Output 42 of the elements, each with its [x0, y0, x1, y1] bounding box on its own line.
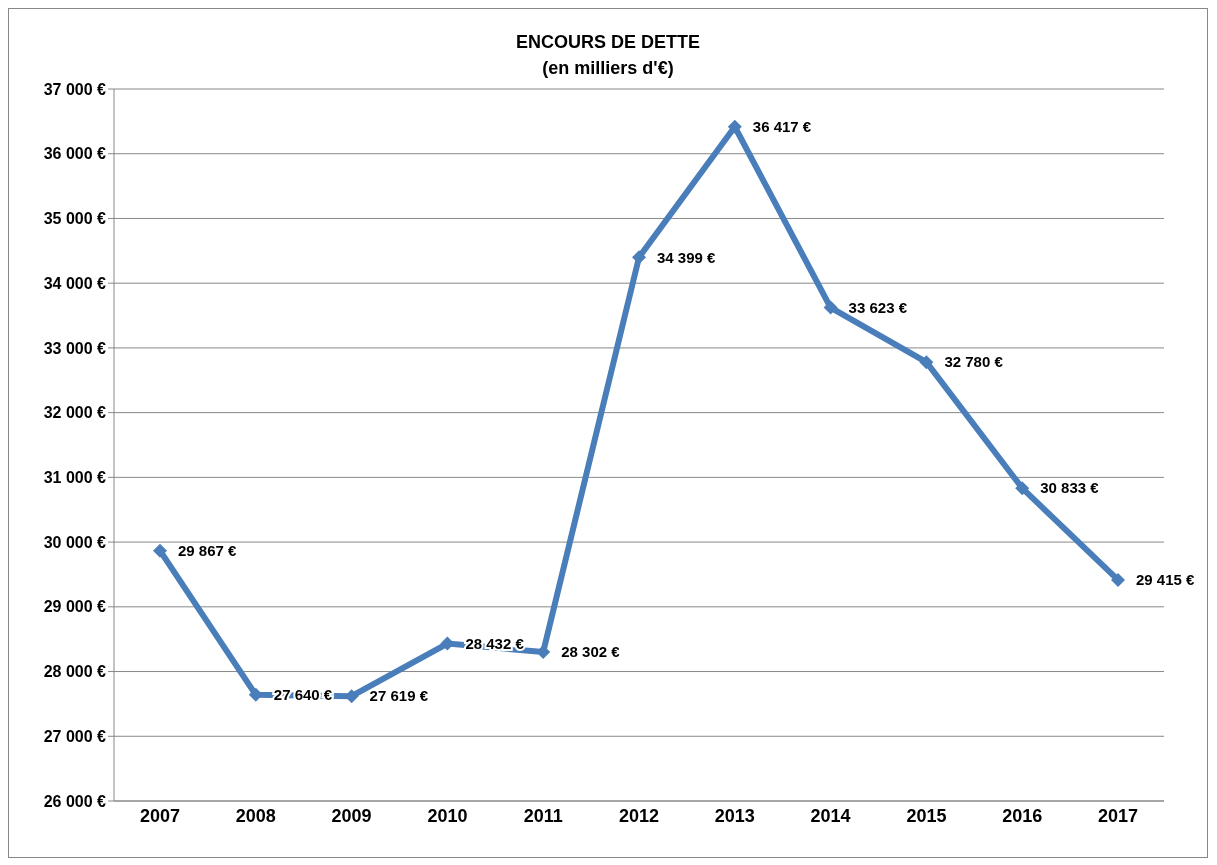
data-label: 36 417 € — [752, 117, 812, 135]
y-tick-label: 28 000 € — [43, 663, 107, 681]
x-tick-label: 2008 — [235, 805, 276, 826]
x-tick-label: 2007 — [139, 805, 181, 826]
point — [153, 543, 167, 558]
x-tick-label: 2014 — [810, 805, 851, 826]
x-tick-label: 2011 — [523, 805, 563, 826]
x-tick-label: 2013 — [714, 805, 755, 826]
data-label: 33 623 € — [848, 298, 908, 316]
y-tick-label: 30 000 € — [43, 533, 107, 551]
y-tick-label: 37 000 € — [43, 80, 107, 98]
x-tick-label: 2010 — [427, 805, 468, 826]
chart-title: ENCOURS DE DETTE — [515, 31, 701, 54]
data-label: 30 833 € — [1040, 479, 1100, 497]
x-tick-label: 2015 — [906, 805, 947, 826]
point — [727, 119, 742, 134]
y-tick-label: 33 000 € — [43, 339, 107, 357]
point — [1015, 481, 1030, 496]
x-tick-label: 2009 — [331, 805, 372, 826]
y-tick-label: 35 000 € — [43, 210, 107, 228]
y-tick-label: 29 000 € — [43, 598, 107, 616]
point — [632, 250, 646, 265]
x-tick-label: 2017 — [1097, 805, 1139, 826]
point — [1111, 572, 1125, 587]
y-tick-label: 27 000 € — [43, 727, 107, 745]
y-tick-label: 32 000 € — [43, 404, 107, 422]
data-label: 27 619 € — [369, 687, 429, 705]
data-label: 29 415 € — [1136, 571, 1196, 589]
y-tick-label: 31 000 € — [43, 469, 107, 487]
y-tick-label: 36 000 € — [43, 145, 107, 163]
point — [919, 355, 934, 370]
chart-subtitle: (en milliers d'€) — [541, 57, 675, 80]
point — [536, 645, 551, 659]
point — [823, 300, 838, 315]
data-label: 28 302 € — [561, 643, 621, 661]
x-tick-label: 2016 — [1002, 805, 1043, 826]
data-label: 34 399 € — [657, 248, 717, 266]
data-label: 29 867 € — [178, 541, 238, 559]
y-tick-label: 34 000 € — [43, 274, 107, 292]
y-tick-label: 26 000 € — [43, 792, 107, 810]
x-tick-label: 2012 — [618, 805, 660, 826]
data-label: 32 780 € — [944, 353, 1004, 371]
